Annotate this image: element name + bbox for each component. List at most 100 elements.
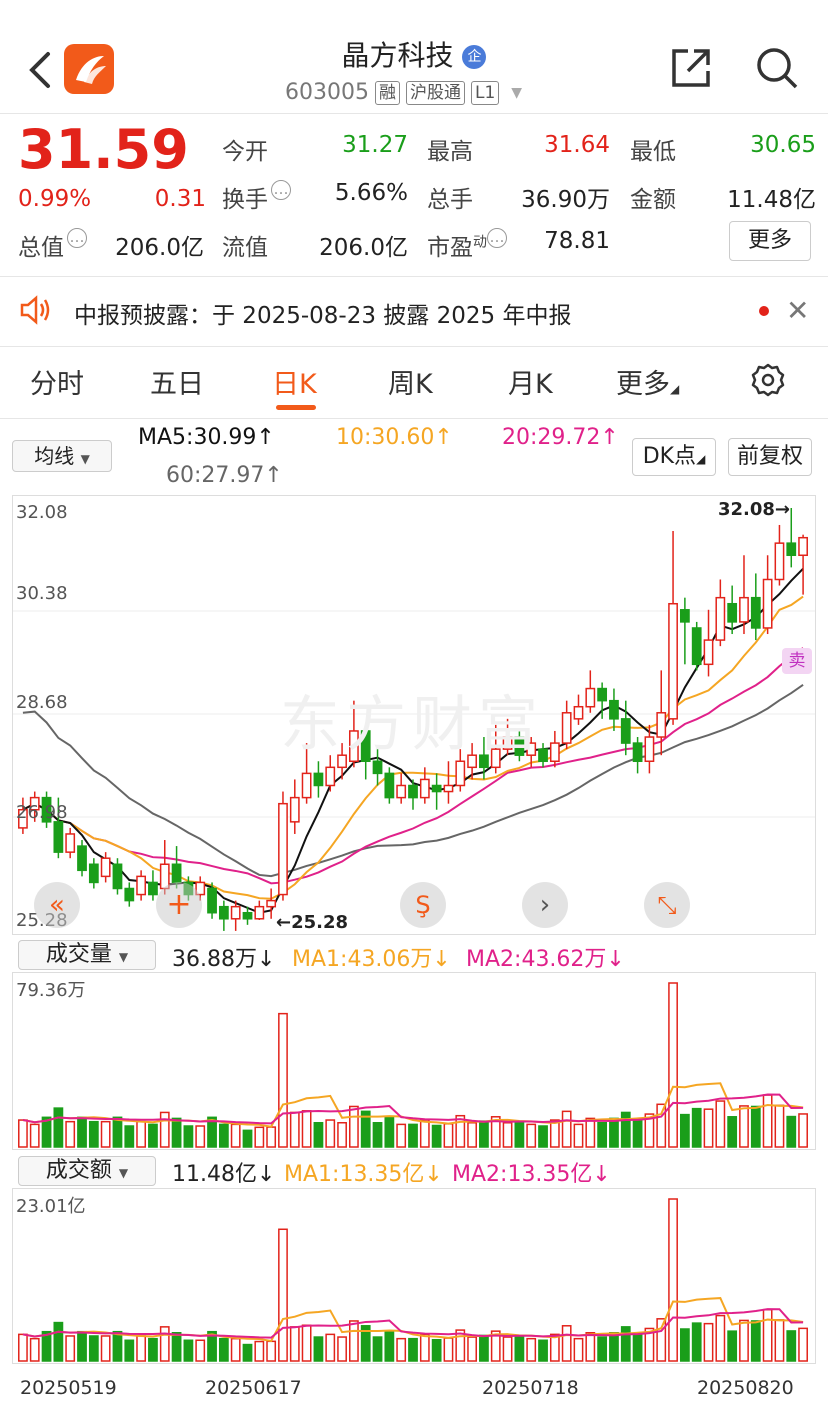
volume-bar — [750, 1105, 761, 1148]
volume-bar — [798, 1327, 808, 1362]
kline-chart[interactable] — [12, 495, 816, 935]
volume-bar — [620, 1111, 631, 1148]
more-quote-button[interactable]: 更多 — [729, 221, 811, 261]
candle-body — [431, 784, 442, 793]
mktcap-label: 总值… — [18, 228, 87, 262]
fuquan-button[interactable]: 前复权 — [728, 438, 812, 476]
candle-body — [762, 578, 773, 629]
candle-body — [502, 736, 513, 750]
info-icon[interactable]: … — [271, 180, 291, 200]
ma-select[interactable]: 均线 ▼ — [12, 440, 112, 472]
crosshair-button[interactable]: + — [156, 882, 202, 928]
signal-button[interactable]: Ş — [400, 882, 446, 928]
volume-bar — [455, 1114, 466, 1148]
amount-chart[interactable] — [12, 1188, 816, 1364]
open-value: 31.27 — [342, 132, 408, 158]
volume-bar — [703, 1322, 714, 1362]
volume-bar — [549, 1119, 560, 1148]
tab-wuri[interactable]: 五日 — [150, 369, 204, 400]
volume-max-label: 79.36万 — [16, 980, 86, 1001]
candle-body — [301, 772, 312, 799]
candle-body — [65, 833, 76, 853]
notice-text[interactable]: 中报预披露：于 2025-08-23 披露 2025 年中报 — [74, 303, 572, 329]
settings-button[interactable] — [750, 362, 786, 398]
volume-bar — [774, 1319, 785, 1362]
volume-select[interactable]: 成交量 ▼ — [18, 940, 156, 970]
volume-bar — [656, 1318, 667, 1362]
tab-yuek[interactable]: 月K — [508, 369, 553, 400]
volume-ma2-line — [22, 1093, 804, 1125]
volume-bar — [443, 1337, 454, 1362]
stock-code: 603005 — [285, 80, 369, 105]
volume-bar — [585, 1117, 596, 1148]
volume-bar — [691, 1107, 702, 1148]
volume-bar — [490, 1116, 501, 1148]
caret-down-icon[interactable]: ▼ — [511, 84, 523, 101]
search-button[interactable] — [754, 45, 800, 91]
app-logo — [64, 44, 114, 94]
back-button[interactable] — [22, 50, 58, 90]
volume-bar — [124, 1339, 135, 1362]
candle-body — [100, 857, 111, 878]
volume-bar — [301, 1324, 312, 1362]
volume-bar — [337, 1122, 347, 1148]
candle-body — [691, 627, 702, 666]
volume-bar — [148, 1337, 158, 1362]
volume-bar — [384, 1116, 395, 1148]
scroll-left-button[interactable]: « — [34, 882, 80, 928]
notice-dot — [759, 306, 769, 316]
candle-body — [715, 596, 726, 641]
float-label: 流值 — [222, 235, 268, 261]
chevron-left-icon — [29, 52, 50, 88]
scroll-right-button[interactable]: › — [522, 882, 568, 928]
volume-bar — [431, 1338, 442, 1362]
volume-bar — [727, 1116, 738, 1148]
tab-more[interactable]: 更多◢ — [616, 369, 680, 400]
volume-bar — [289, 1111, 300, 1148]
candle-body — [774, 542, 785, 581]
info-icon[interactable]: … — [487, 228, 507, 248]
volume-bar — [301, 1110, 312, 1148]
volume-bar — [337, 1336, 347, 1362]
amount-ma2: MA2:13.35亿↓ — [452, 1162, 611, 1187]
volume-bar — [715, 1314, 726, 1362]
volume-bar — [384, 1330, 395, 1362]
candle-body — [372, 760, 383, 775]
share-icon — [672, 49, 710, 87]
volume-bar — [750, 1320, 761, 1362]
volume-bar — [41, 1330, 52, 1362]
candle-body — [514, 736, 525, 756]
tab-fenshi[interactable]: 分时 — [30, 369, 84, 400]
fullscreen-button[interactable]: ⤡ — [644, 882, 690, 928]
candle-body — [609, 699, 619, 720]
volume-bar — [419, 1333, 430, 1362]
tab-zhouk[interactable]: 周K — [388, 369, 433, 400]
candle-body — [124, 887, 135, 902]
share-button[interactable] — [668, 45, 714, 91]
candle-body — [337, 754, 347, 769]
info-icon[interactable]: … — [67, 228, 87, 248]
close-icon[interactable]: ✕ — [786, 294, 810, 327]
volume-bar — [218, 1123, 229, 1148]
candle-body — [455, 760, 466, 787]
active-tab-indicator — [276, 405, 316, 410]
low-label: 最低 — [630, 139, 676, 165]
candle-body — [230, 905, 241, 920]
candle-body — [171, 863, 182, 884]
caret-down-icon: ▼ — [80, 452, 90, 466]
volume-bar — [278, 1012, 288, 1148]
date-label: 20250820 — [697, 1377, 794, 1399]
tab-rik[interactable]: 日K — [272, 369, 317, 400]
volume-bar — [360, 1110, 371, 1148]
volume-bar — [148, 1123, 158, 1148]
mktcap-value: 206.0亿 — [115, 235, 204, 261]
candle-body — [644, 736, 655, 763]
candle-body — [41, 796, 52, 823]
high-value: 31.64 — [544, 132, 610, 158]
volume-chart[interactable] — [12, 972, 816, 1150]
y-tick-1: 30.38 — [16, 583, 68, 604]
dk-button[interactable]: DK点◢ — [632, 438, 716, 476]
stock-title: 晶方科技 企 — [0, 34, 828, 74]
amount-select[interactable]: 成交额 ▼ — [18, 1156, 156, 1186]
candle-body — [443, 784, 454, 793]
